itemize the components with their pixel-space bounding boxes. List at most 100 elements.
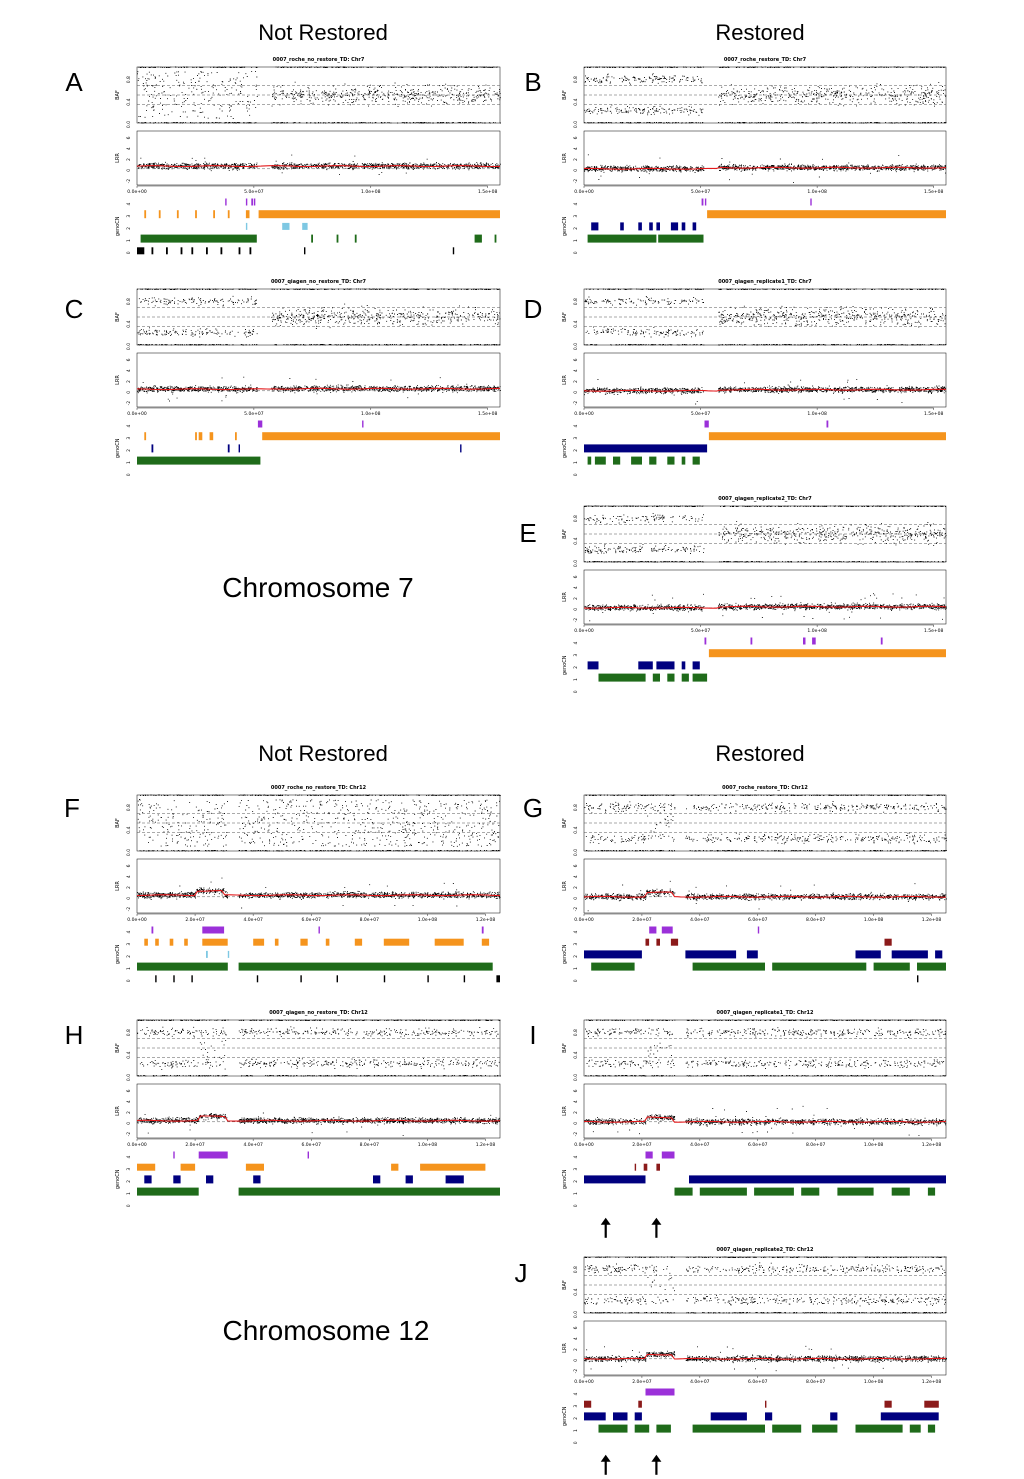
- baf-tick: 0.8: [573, 515, 579, 522]
- x-tick-label: 8.0e+07: [360, 917, 380, 923]
- genocn-segment-2: [206, 950, 208, 958]
- genocn-tick: 1: [126, 967, 132, 970]
- genocn-segment-1: [631, 456, 642, 465]
- baf-tick: 0.0: [126, 121, 132, 128]
- genocn-segment-1: [692, 962, 765, 971]
- lrr-tick: 6: [573, 1089, 579, 1092]
- baf-tick: 0.4: [126, 320, 132, 327]
- genocn-segment-4: [661, 1151, 675, 1159]
- genocn-segment-3: [884, 1400, 892, 1408]
- lrr-axis-label: LRR: [115, 375, 121, 385]
- lrr-frame: [583, 569, 947, 625]
- lrr-tick: 6: [573, 1326, 579, 1329]
- lrr-tick: 2: [126, 158, 132, 161]
- genocn-axis-label: genoCN: [562, 944, 568, 964]
- x-tick-label: 4.0e+07: [243, 917, 263, 923]
- genocn-tick: 2: [126, 449, 132, 452]
- genocn-segment-3: [354, 938, 363, 946]
- genocn-segment-3: [420, 1163, 486, 1171]
- genocn-tick: 3: [573, 943, 579, 946]
- genocn-tick: 0: [126, 473, 132, 476]
- genocn-tick: 0: [573, 1441, 579, 1444]
- genocn-segment-4: [803, 637, 806, 645]
- genocn-segment-3: [765, 1400, 767, 1408]
- x-tick-label: 2.0e+07: [185, 1142, 205, 1148]
- lrr-tick: 4: [126, 369, 132, 372]
- lrr-axis-label: LRR: [562, 153, 568, 163]
- lrr-tick: -2: [126, 179, 132, 184]
- lrr-frame: [136, 858, 501, 914]
- genocn-segment-2: [282, 222, 290, 230]
- panel-d: D 0007_qiagen_replicate1_TD: Chr7 BAF 0.0 0.…: [524, 279, 947, 476]
- lrr-tick: 4: [126, 147, 132, 150]
- genocn-tick: 3: [573, 654, 579, 657]
- genocn-segment-4: [701, 198, 704, 206]
- genocn-tick: 2: [126, 227, 132, 230]
- arrow-head: [600, 1454, 611, 1462]
- genocn-tick: 3: [126, 215, 132, 218]
- baf-axis-label: BAF: [562, 90, 568, 100]
- lrr-tick: 6: [126, 136, 132, 139]
- genocn-segment-2: [765, 1412, 773, 1421]
- x-tick-label: 0.0e+00: [574, 628, 594, 634]
- genocn-segment-3: [924, 1400, 939, 1408]
- genocn-segment-1: [812, 1424, 838, 1433]
- genocn-axis-label: genoCN: [562, 655, 568, 675]
- lrr-tick: 4: [573, 147, 579, 150]
- lrr-tick: 4: [573, 369, 579, 372]
- genocn-segment-0: [427, 975, 429, 983]
- genocn-segment-1: [674, 1187, 693, 1196]
- genocn-segment-4: [757, 926, 760, 934]
- genocn-segment-3: [434, 938, 464, 946]
- baf-tick: 0.0: [573, 849, 579, 856]
- genocn-segment-4: [253, 198, 256, 206]
- x-tick-label: 5.0e+07: [244, 411, 264, 417]
- baf-tick: 0.0: [126, 343, 132, 350]
- x-tick-label: 0.0e+00: [127, 917, 147, 923]
- x-tick-label: 2.0e+07: [632, 1379, 652, 1385]
- genocn-segment-3: [155, 938, 159, 946]
- genocn-segment-2: [880, 1412, 939, 1421]
- x-tick-label: 0.0e+00: [574, 1142, 594, 1148]
- genocn-segment-3: [235, 432, 237, 441]
- genocn-segment-3: [638, 1400, 642, 1408]
- genocn-segment-4: [225, 198, 227, 206]
- genocn-segment-4: [750, 637, 753, 645]
- lrr-smoothed-line: [584, 1116, 947, 1123]
- genocn-tick: 0: [126, 251, 132, 254]
- lrr-axis-label: LRR: [562, 881, 568, 891]
- genocn-tick: 0: [573, 1204, 579, 1207]
- genocn-segment-3: [258, 210, 500, 219]
- genocn-segment-1: [587, 456, 592, 465]
- header-chr7-restored: Restored: [715, 20, 804, 45]
- x-tick-label: 2.0e+07: [632, 917, 652, 923]
- baf-points: [137, 288, 501, 346]
- genocn-segment-2: [685, 950, 737, 959]
- baf-tick: 0.0: [573, 1311, 579, 1318]
- lrr-tick: -2: [573, 179, 579, 184]
- lrr-tick: -2: [126, 1132, 132, 1137]
- genocn-tick: 2: [573, 1417, 579, 1420]
- genocn-segment-2: [692, 661, 700, 670]
- genocn-segment-3: [274, 938, 279, 946]
- lrr-smoothed-line: [136, 165, 501, 168]
- lrr-tick: -2: [573, 401, 579, 406]
- genocn-segment-3: [634, 1163, 637, 1171]
- genocn-segment-1: [140, 234, 257, 243]
- genocn-segment-4: [704, 198, 707, 206]
- baf-tick: 0.4: [573, 98, 579, 105]
- genocn-segment-3: [202, 938, 228, 946]
- genocn-segment-3: [184, 938, 188, 946]
- genocn-segment-1: [474, 234, 482, 243]
- x-tick-label: 1.0e+08: [807, 411, 827, 417]
- baf-points: [584, 794, 947, 852]
- genocn-segment-1: [927, 1424, 936, 1433]
- genocn-segment-1: [598, 1424, 628, 1433]
- genocn-tick: 1: [573, 239, 579, 242]
- genocn-segment-0: [220, 247, 223, 255]
- arrow-head: [600, 1217, 611, 1225]
- genocn-segment-0: [155, 975, 157, 983]
- genocn-segment-1: [667, 456, 675, 465]
- genocn-segment-1: [917, 962, 946, 971]
- lrr-tick: 0: [573, 897, 579, 900]
